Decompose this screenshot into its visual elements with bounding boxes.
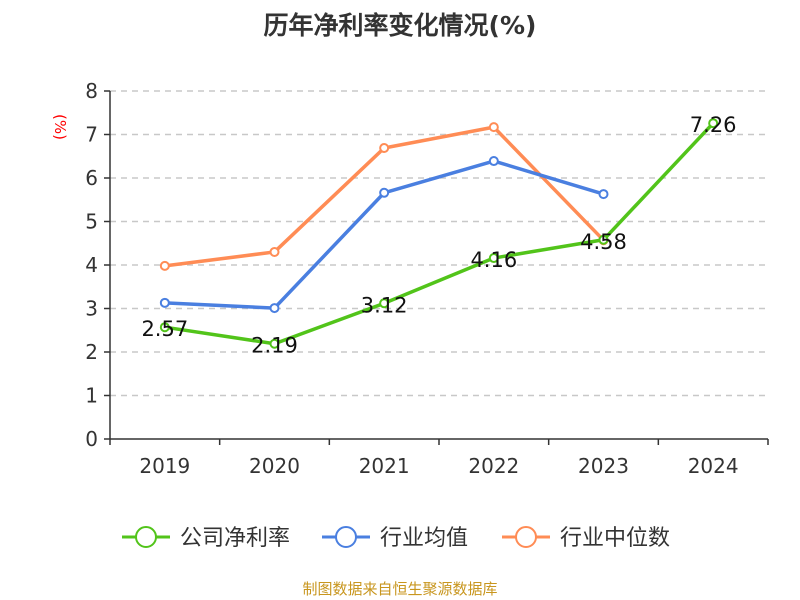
y-axis-label: (%)	[51, 114, 69, 140]
series-line-行业均值	[164, 159, 605, 310]
y-tick-label: 7	[85, 123, 98, 147]
legend-marker	[515, 526, 537, 548]
chart-title: 历年净利率变化情况(%)	[263, 11, 537, 40]
data-point	[379, 298, 390, 309]
x-tick-label: 2024	[688, 454, 739, 478]
data-label: 2.19	[251, 334, 298, 358]
x-tick-label: 2020	[249, 454, 300, 478]
x-tick-label: 2021	[359, 454, 410, 478]
data-point	[269, 338, 280, 349]
y-tick-label: 4	[85, 253, 98, 277]
data-label: 4.58	[580, 230, 627, 254]
data-label: 2.57	[141, 317, 188, 341]
legend-marker	[135, 526, 157, 548]
legend-label: 行业中位数	[560, 526, 670, 551]
x-tick-label: 2023	[578, 454, 629, 478]
legend-marker	[335, 526, 357, 548]
legend-label: 行业均值	[380, 526, 468, 551]
data-point	[598, 234, 609, 245]
data-label: 4.16	[470, 248, 517, 272]
data-point	[159, 260, 170, 271]
y-tick-label: 8	[85, 79, 98, 103]
data-point	[379, 142, 390, 153]
y-tick-label: 6	[85, 166, 98, 190]
data-point	[708, 118, 719, 129]
y-tick-label: 2	[85, 340, 98, 364]
legend-label: 公司净利率	[180, 526, 290, 551]
data-point	[379, 187, 390, 198]
y-tick-label: 1	[85, 384, 98, 408]
data-label: 3.12	[361, 293, 408, 317]
data-source-note: 制图数据来自恒生聚源数据库	[302, 580, 498, 598]
x-tick-label: 2022	[468, 454, 519, 478]
y-tick-label: 0	[85, 427, 98, 451]
data-label: 7.26	[690, 113, 737, 137]
data-point	[488, 122, 499, 133]
series-line-公司净利率	[164, 121, 715, 346]
data-point	[488, 156, 499, 167]
data-point	[159, 322, 170, 333]
data-point	[488, 253, 499, 264]
x-tick-label: 2019	[139, 454, 190, 478]
y-tick-label: 5	[85, 210, 98, 234]
data-point	[159, 297, 170, 308]
data-point	[598, 189, 609, 200]
data-point	[269, 303, 280, 314]
data-point	[269, 246, 280, 257]
y-tick-label: 3	[85, 297, 98, 321]
